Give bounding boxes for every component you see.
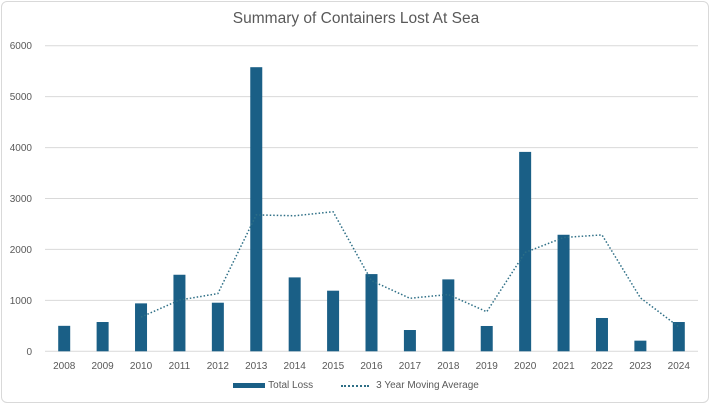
legend-label-moving-average: 3 Year Moving Average xyxy=(376,380,479,391)
x-tick-label: 2009 xyxy=(91,361,114,372)
x-tick-label: 2015 xyxy=(322,361,345,372)
x-tick-label: 2014 xyxy=(284,361,307,372)
legend-swatch-total-loss xyxy=(233,383,266,388)
y-tick-label: 1000 xyxy=(10,296,33,307)
bar-2009 xyxy=(96,322,109,352)
chart-title: Summary of Containers Lost At Sea xyxy=(232,10,480,27)
x-tick-label: 2019 xyxy=(476,361,499,372)
bar-2021 xyxy=(557,234,570,352)
bar-2024 xyxy=(672,322,685,352)
bar-2013 xyxy=(250,67,263,352)
y-tick-label: 2000 xyxy=(10,245,33,256)
bar-2020 xyxy=(519,151,532,352)
x-tick-label: 2017 xyxy=(399,361,422,372)
x-tick-label: 2013 xyxy=(245,361,268,372)
bar-2008 xyxy=(58,325,71,352)
bar-2014 xyxy=(288,277,301,352)
legend: Total Loss 3 Year Moving Average xyxy=(0,380,712,391)
x-tick-label: 2012 xyxy=(207,361,230,372)
x-tick-label: 2020 xyxy=(514,361,537,372)
y-tick-label: 4000 xyxy=(10,143,33,154)
y-tick-label: 6000 xyxy=(10,41,33,52)
moving-average-line xyxy=(140,210,680,328)
y-tick-label: 3000 xyxy=(10,194,33,205)
bar-2023 xyxy=(634,340,647,352)
legend-label-total-loss: Total Loss xyxy=(268,380,314,391)
bar-2012 xyxy=(211,302,224,352)
x-tick-label: 2021 xyxy=(552,361,575,372)
x-tick-label: 2011 xyxy=(169,361,191,372)
y-tick-label: 0 xyxy=(26,347,32,358)
x-tick-label: 2024 xyxy=(668,361,691,372)
x-tick-label: 2010 xyxy=(130,361,153,372)
bar-2022 xyxy=(595,317,608,352)
y-tick-label: 5000 xyxy=(10,92,33,103)
bar-2018 xyxy=(442,279,455,352)
bar-2016 xyxy=(365,274,378,352)
x-tick-label: 2008 xyxy=(53,361,76,372)
bar-2011 xyxy=(173,274,186,352)
legend-swatch-moving-average xyxy=(341,384,370,387)
x-tick-label: 2018 xyxy=(437,361,460,372)
bar-2015 xyxy=(327,290,340,352)
bar-2017 xyxy=(403,330,416,352)
x-tick-label: 2023 xyxy=(629,361,652,372)
bar-2010 xyxy=(135,303,148,352)
bar-2019 xyxy=(480,325,493,352)
x-tick-label: 2022 xyxy=(591,361,614,372)
x-tick-label: 2016 xyxy=(360,361,383,372)
